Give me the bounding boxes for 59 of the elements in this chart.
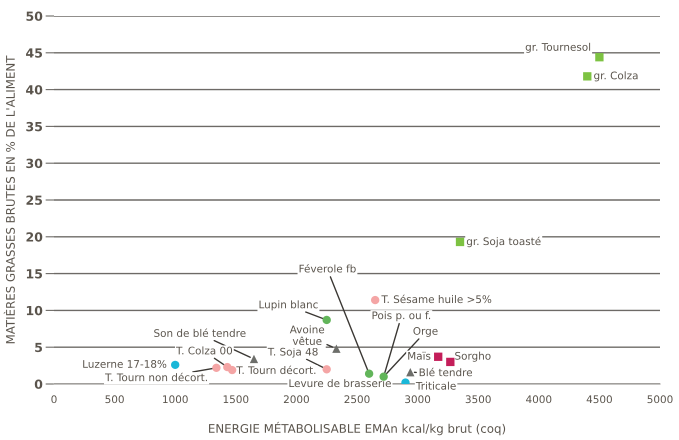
annotation: T. Soja 48: [268, 348, 318, 358]
y-tick-label: 5: [35, 342, 42, 352]
x-tick-label: 4500: [586, 395, 612, 404]
point: [228, 366, 236, 374]
annotation: T. Tourn non décort.: [105, 372, 207, 382]
point: [322, 316, 331, 324]
x-tick-label: 1000: [163, 395, 188, 404]
point: [456, 238, 464, 246]
point: [434, 352, 442, 361]
y-tick-label: 30: [26, 158, 42, 168]
annotation: T. Colza 00: [176, 346, 232, 354]
annotation: T. Sésame huile >5%: [381, 294, 492, 304]
x-tick-label: 3500: [466, 395, 491, 404]
x-tick-label: 3000: [405, 395, 430, 404]
point: [446, 358, 454, 366]
y-tick-label: 25: [26, 195, 42, 205]
x-tick-label: 2000: [284, 395, 309, 404]
y-tick-label: 15: [26, 269, 42, 279]
annotation: T. Tourn décort.: [236, 366, 316, 374]
y-axis-title: MATIÈRES GRASSES BRUTES EN % DE L'ALIMENT: [4, 56, 15, 344]
annotation: Orge: [413, 326, 438, 337]
y-tick-label: 40: [26, 85, 42, 95]
x-tick-label: 0: [51, 395, 57, 404]
point: [250, 354, 258, 364]
point: [406, 368, 414, 376]
point: [595, 53, 604, 62]
x-tick-label: 1500: [224, 395, 248, 404]
x-tick-label: 5000: [648, 395, 673, 404]
annotation: Avoine vêtue: [290, 325, 324, 346]
y-tick-label: 35: [26, 122, 42, 132]
annotation: Féverole fb: [300, 264, 356, 273]
annotation: Triticale: [416, 382, 456, 390]
annotation: Son de blé tendre: [154, 328, 246, 337]
x-tick-label: 4000: [526, 395, 552, 404]
point: [332, 344, 341, 353]
annotation: gr. Colza: [594, 71, 638, 82]
y-tick-label: 50: [26, 11, 42, 21]
point: [322, 365, 331, 374]
annotation: Sorgho: [455, 352, 491, 362]
y-tick-label: 0: [34, 379, 42, 389]
point: [364, 370, 374, 378]
annotation: Levure de brasserie: [289, 379, 391, 388]
y-tick-label: 45: [26, 48, 42, 58]
annotation: gr. Soja toasté: [466, 236, 541, 248]
annotation: Luzerne 17-18%: [83, 360, 166, 368]
annotation: Blé tendre: [420, 368, 472, 376]
annotation: gr. Tournesol: [526, 42, 590, 53]
point: [212, 364, 221, 372]
x-tick-label: 500: [105, 395, 124, 404]
point: [371, 296, 380, 304]
x-axis-title: ENERGIE MÉTABOLISABLE EMAn kcal/kg brut (coq): [209, 422, 506, 436]
y-tick-label: 10: [26, 306, 42, 316]
x-tick-label: 2500: [344, 395, 370, 404]
y-tick-label: 20: [26, 232, 42, 242]
annotation: Maïs: [408, 352, 430, 360]
annotation: Lupin blanc: [260, 300, 318, 310]
point: [583, 72, 592, 81]
annotation: Pois p. ou f.: [372, 311, 430, 322]
point: [171, 360, 180, 370]
